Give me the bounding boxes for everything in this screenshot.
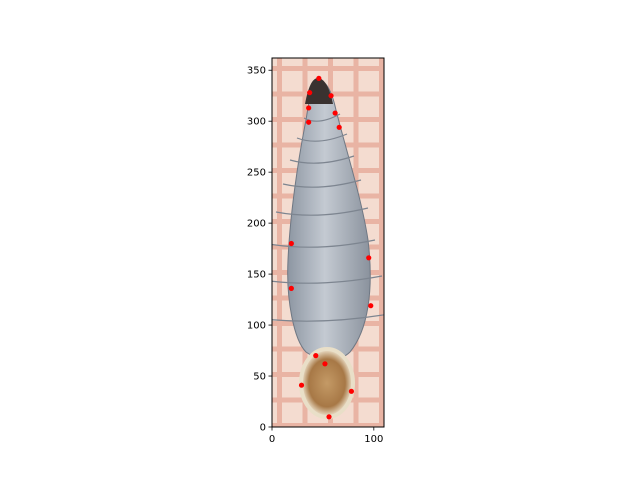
grid-paper-line (379, 58, 384, 427)
grid-paper-line (277, 58, 282, 427)
data-point (322, 361, 328, 367)
whorl-line (272, 275, 383, 284)
whorl-line (282, 179, 362, 188)
y-tick-label: 300 (247, 117, 266, 128)
specimen-photo (272, 58, 384, 427)
x-tick-label: 0 (269, 434, 275, 445)
data-point (368, 303, 374, 309)
shell-aperture (299, 347, 355, 419)
grid-paper-line (272, 66, 384, 71)
y-tick-label: 250 (247, 168, 266, 179)
y-tick-label: 0 (260, 423, 266, 434)
y-tick-label: 50 (253, 372, 266, 383)
whorl-line (289, 155, 355, 164)
data-point (316, 75, 322, 81)
data-point (313, 353, 319, 359)
data-point (332, 110, 338, 116)
y-tick-label: 150 (247, 270, 266, 281)
whorl-line (272, 239, 376, 248)
grid-paper-line (272, 423, 384, 427)
y-tick-label: 200 (247, 219, 266, 230)
data-point (306, 119, 312, 125)
scatter-series (288, 75, 374, 420)
axes-frame (271, 57, 385, 428)
shell-apex (305, 78, 333, 104)
data-point (298, 382, 305, 388)
x-tick-label: 100 (364, 434, 383, 445)
data-point (288, 285, 294, 291)
whorl-line (275, 207, 369, 216)
whorl-line (272, 314, 384, 322)
data-point (307, 90, 313, 96)
data-point (288, 240, 294, 247)
y-tick-label: 100 (247, 321, 266, 332)
data-point (348, 388, 355, 394)
data-point (366, 255, 372, 261)
data-point (336, 124, 342, 130)
shell-whorl-lines (272, 113, 384, 322)
data-point (328, 93, 334, 99)
whorl-line (296, 133, 348, 142)
y-tick-label: 350 (247, 66, 266, 77)
y-axis: 0 50 100 150 200 250 300 350 (247, 66, 272, 434)
data-point (326, 414, 332, 420)
data-point (306, 105, 312, 111)
x-axis: 0 100 (269, 427, 383, 445)
whorl-line (303, 113, 341, 122)
